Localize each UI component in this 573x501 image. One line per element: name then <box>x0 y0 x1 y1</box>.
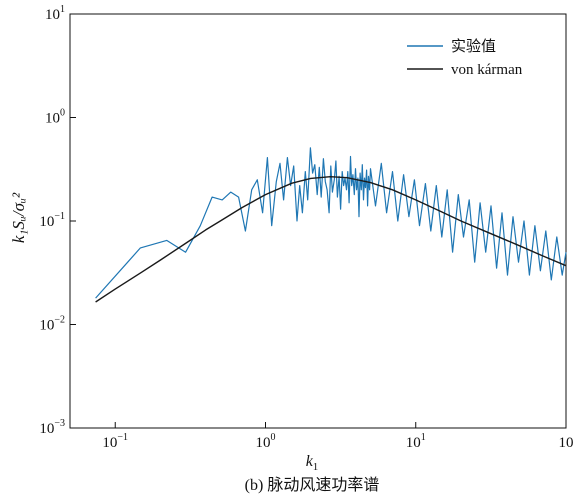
x-tick-label: 10−1 <box>102 432 128 451</box>
x-tick-exponent: −1 <box>117 432 128 443</box>
series-line-von-karman <box>95 175 567 303</box>
series-layer <box>95 147 567 303</box>
x-tick-label: 10 <box>559 435 573 451</box>
x-axis-ticks: 10−1 100 101 10 <box>102 422 573 451</box>
series-line-experimental <box>95 147 567 299</box>
x-tick-base: 10 <box>255 435 270 451</box>
x-tick-base: 10 <box>102 435 117 451</box>
figure-caption: (b) 脉动风速功率谱 <box>245 476 380 494</box>
legend-label-von-karman: von kárman <box>451 62 523 78</box>
x-axis-label-subscript: 1 <box>313 461 319 473</box>
y-tick-label: 101 <box>45 4 65 23</box>
x-tick-base: 10 <box>406 435 421 451</box>
y-tick-base: 10 <box>45 111 60 127</box>
y-tick-base: 10 <box>39 214 54 230</box>
x-tick-exponent: 0 <box>270 432 275 443</box>
y-tick-label: 10−1 <box>39 211 65 230</box>
y-tick-base: 10 <box>39 318 54 334</box>
y-tick-label: 100 <box>45 108 65 127</box>
y-axis-label: k₁Sᵤ/σᵤ² <box>9 192 28 243</box>
y-tick-base: 10 <box>45 7 60 23</box>
y-tick-exponent: −3 <box>54 418 65 429</box>
legend-label-experimental: 实验值 <box>451 38 496 55</box>
y-tick-exponent: −2 <box>54 315 65 326</box>
x-tick-label: 100 <box>255 432 275 451</box>
y-tick-exponent: 0 <box>60 108 65 119</box>
legend: 实验值 von kárman <box>407 38 523 78</box>
x-axis-label-main: k <box>306 453 314 470</box>
x-tick-base: 10 <box>559 435 573 451</box>
x-tick-exponent: 1 <box>421 432 426 443</box>
y-tick-label: 10−3 <box>39 418 65 437</box>
y-tick-label: 10−2 <box>39 315 65 334</box>
y-tick-exponent: −1 <box>54 211 65 222</box>
y-tick-exponent: 1 <box>60 4 65 15</box>
y-tick-base: 10 <box>39 421 54 437</box>
x-axis-label: k1 <box>306 453 319 473</box>
x-tick-label: 101 <box>406 432 426 451</box>
